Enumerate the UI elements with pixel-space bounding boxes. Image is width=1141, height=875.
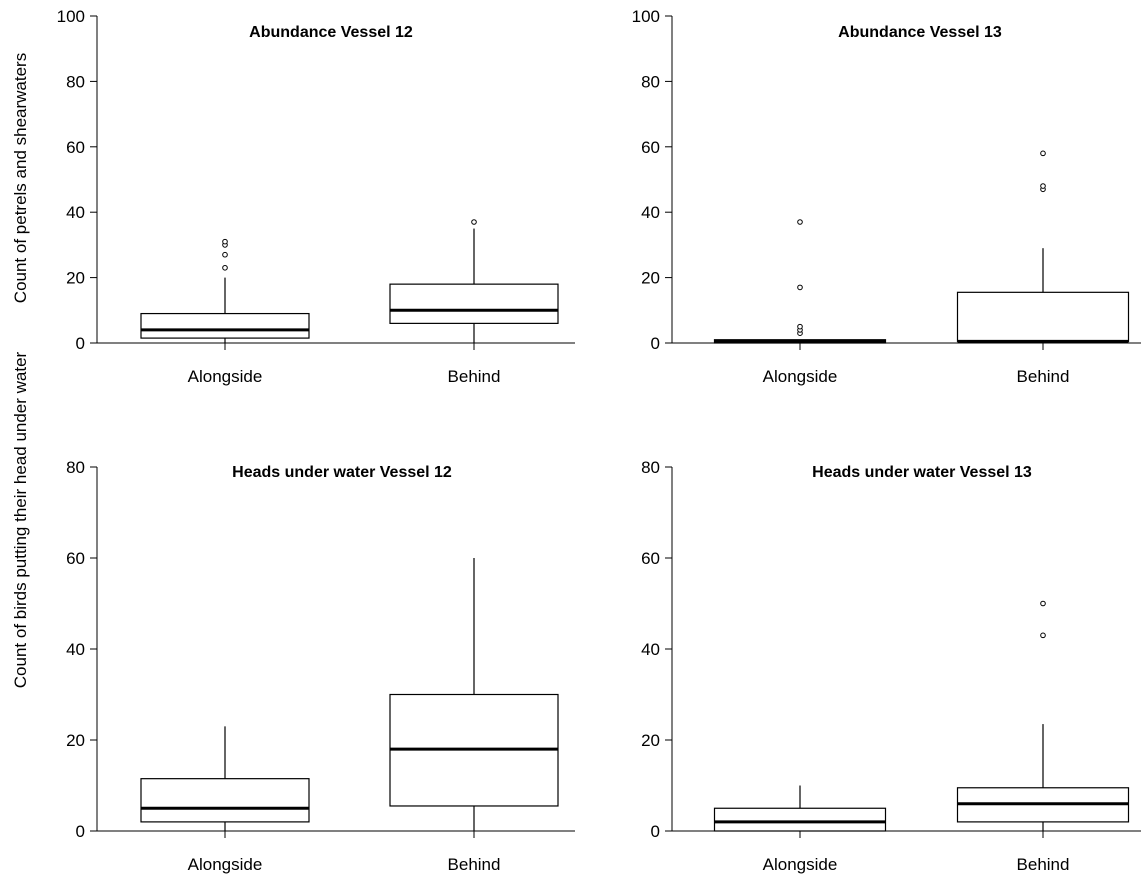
iqr-box [140, 312, 310, 339]
y-tick-label: 60 [641, 138, 660, 157]
box-alongside [140, 726, 310, 831]
y-tick-label: 80 [66, 458, 85, 477]
chart-panel-1: Abundance Vessel 12 0 20 40 60 80 100 Alongside… [57, 7, 575, 386]
y-tick-label: 100 [632, 7, 660, 26]
x-tick-label: Alongside [188, 367, 263, 386]
y-tick-label: 60 [641, 549, 660, 568]
outlier-point [1040, 150, 1046, 157]
x-tick-label: Alongside [188, 855, 263, 874]
x-tick-label: Behind [448, 367, 501, 386]
x-tick-label: Behind [1017, 367, 1070, 386]
y-tick-label: 0 [76, 334, 85, 353]
chart-panel-2: Abundance Vessel 13 0 20 40 60 80 100 Alongside… [632, 7, 1141, 386]
box-behind [389, 219, 559, 343]
outlier-point [222, 251, 228, 258]
chart-title: Heads under water Vessel 13 [812, 464, 1032, 481]
outlier-point [222, 238, 228, 245]
iqr-box [389, 283, 559, 324]
ylabel-bottom: Count of birds putting their head under … [11, 351, 30, 688]
outlier-point [471, 219, 477, 225]
panels: Abundance Vessel 12 0 20 40 60 80 100 Alongside… [57, 7, 1141, 874]
outlier-point [797, 219, 803, 225]
outlier-point [797, 284, 803, 291]
chart-title: Heads under water Vessel 12 [232, 464, 452, 481]
chart-panel-3: Heads under water Vessel 12 0 20 40 60 80 Alon… [66, 458, 575, 874]
x-tick-label: Behind [448, 855, 501, 874]
y-tick-label: 40 [66, 640, 85, 659]
chart-title: Abundance Vessel 12 [249, 24, 413, 41]
box-behind [956, 600, 1130, 831]
y-tick-label: 20 [641, 269, 660, 288]
outlier-point [797, 323, 803, 330]
y-tick-label: 20 [66, 731, 85, 750]
y-tick-label: 40 [66, 203, 85, 222]
y-tick-label: 80 [641, 72, 660, 91]
outlier-point [1040, 632, 1046, 639]
x-tick-label: Alongside [763, 367, 838, 386]
outlier-point [222, 264, 228, 271]
y-tick-label: 80 [66, 72, 85, 91]
chart-panel-4: Heads under water Vessel 13 0 20 40 60 80 Alon… [641, 458, 1141, 874]
outlier-point [1040, 183, 1046, 189]
y-tick-label: 40 [641, 203, 660, 222]
x-tick-label: Alongside [763, 855, 838, 874]
x-tick-label: Behind [1017, 855, 1070, 874]
y-tick-label: 0 [651, 822, 660, 841]
chart-title: Abundance Vessel 13 [838, 24, 1002, 41]
y-tick-label: 100 [57, 7, 85, 26]
box-behind [389, 558, 559, 831]
y-tick-label: 60 [66, 549, 85, 568]
outlier-point [1040, 600, 1046, 607]
ylabel-top: Count of petrels and shearwaters [11, 53, 30, 303]
box-alongside [713, 219, 887, 344]
box-alongside [713, 785, 887, 832]
y-tick-label: 0 [651, 334, 660, 353]
y-tick-label: 20 [641, 731, 660, 750]
iqr-box [713, 807, 887, 832]
y-tick-label: 80 [641, 458, 660, 477]
iqr-box [956, 291, 1130, 342]
y-tick-label: 40 [641, 640, 660, 659]
y-tick-label: 20 [66, 269, 85, 288]
box-alongside [140, 238, 310, 343]
y-tick-label: 0 [76, 822, 85, 841]
box-behind [956, 150, 1130, 343]
iqr-box [140, 778, 310, 823]
y-tick-label: 60 [66, 138, 85, 157]
